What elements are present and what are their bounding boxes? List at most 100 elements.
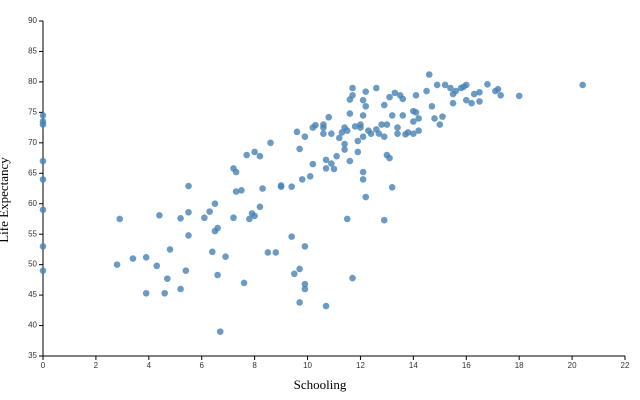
data-point bbox=[320, 124, 327, 131]
data-point bbox=[449, 99, 457, 107]
data-point bbox=[410, 130, 417, 137]
data-point bbox=[238, 187, 245, 194]
data-point bbox=[462, 96, 470, 104]
y-tick-label: 35 bbox=[28, 351, 37, 360]
y-tick-label: 50 bbox=[28, 260, 37, 269]
data-point bbox=[335, 134, 343, 142]
data-point bbox=[497, 92, 504, 99]
data-point bbox=[246, 215, 253, 223]
data-point bbox=[351, 123, 359, 130]
data-point bbox=[343, 215, 351, 223]
data-point bbox=[296, 145, 303, 153]
y-tick-label: 80 bbox=[28, 77, 37, 86]
data-point bbox=[349, 274, 356, 282]
data-point bbox=[433, 81, 441, 89]
data-point bbox=[468, 99, 475, 107]
data-point bbox=[211, 200, 219, 208]
data-point bbox=[296, 265, 303, 273]
x-tick-label: 8 bbox=[252, 361, 257, 370]
data-point bbox=[306, 173, 314, 180]
data-point bbox=[251, 212, 258, 220]
y-axis-label: Life Expectancy bbox=[0, 157, 11, 243]
data-point bbox=[343, 127, 351, 134]
data-point bbox=[333, 152, 340, 160]
data-point bbox=[185, 182, 192, 190]
data-point bbox=[386, 154, 393, 162]
data-point bbox=[39, 157, 47, 165]
data-point bbox=[399, 95, 407, 103]
data-point bbox=[251, 148, 258, 156]
data-point bbox=[367, 130, 375, 137]
data-point bbox=[428, 102, 436, 110]
data-point bbox=[39, 267, 47, 275]
x-tick-label: 0 bbox=[41, 361, 46, 370]
data-point bbox=[359, 133, 367, 141]
data-point bbox=[476, 98, 483, 105]
data-point bbox=[349, 92, 356, 99]
data-point bbox=[301, 280, 309, 288]
data-point bbox=[452, 87, 459, 95]
data-point bbox=[39, 243, 47, 250]
x-tick-label: 4 bbox=[147, 361, 152, 370]
data-point bbox=[354, 137, 362, 145]
data-point bbox=[214, 271, 221, 279]
data-point bbox=[380, 101, 388, 109]
y-tick-label: 75 bbox=[28, 107, 37, 116]
data-point bbox=[296, 299, 303, 306]
data-point bbox=[484, 81, 491, 88]
data-point bbox=[515, 92, 523, 100]
data-point bbox=[330, 165, 338, 173]
data-point bbox=[272, 249, 280, 256]
data-point bbox=[298, 176, 306, 183]
data-point bbox=[153, 262, 161, 270]
data-point bbox=[362, 193, 370, 201]
data-point bbox=[288, 183, 295, 190]
data-point bbox=[404, 129, 412, 136]
data-point bbox=[341, 140, 348, 148]
data-point bbox=[338, 129, 346, 136]
data-point bbox=[415, 127, 422, 134]
data-point bbox=[243, 151, 250, 159]
data-point bbox=[166, 246, 174, 253]
data-point bbox=[412, 92, 420, 99]
y-tick-label: 70 bbox=[28, 138, 37, 147]
data-point bbox=[447, 84, 454, 92]
data-point bbox=[293, 128, 301, 136]
data-point bbox=[164, 275, 171, 282]
data-point bbox=[354, 148, 362, 156]
x-tick-label: 22 bbox=[621, 361, 630, 370]
y-tick-label: 60 bbox=[28, 199, 37, 208]
data-point bbox=[291, 270, 298, 278]
data-point bbox=[216, 328, 224, 335]
data-point bbox=[320, 130, 327, 137]
data-point bbox=[116, 215, 124, 223]
data-point bbox=[579, 81, 586, 89]
x-axis-label: Schooling bbox=[294, 377, 347, 392]
y-tick-label: 40 bbox=[28, 321, 37, 330]
data-point bbox=[214, 224, 221, 232]
data-point bbox=[129, 255, 137, 262]
data-point bbox=[264, 249, 272, 256]
data-point bbox=[476, 88, 483, 96]
data-point bbox=[39, 121, 47, 128]
data-point bbox=[156, 212, 163, 219]
y-tick-label: 90 bbox=[28, 16, 37, 25]
data-point bbox=[391, 89, 399, 97]
data-point bbox=[378, 121, 385, 128]
data-point bbox=[230, 214, 237, 222]
x-tick-label: 14 bbox=[409, 361, 418, 370]
data-point bbox=[423, 87, 430, 95]
data-point bbox=[177, 215, 184, 222]
data-point bbox=[312, 121, 319, 129]
x-tick-label: 20 bbox=[568, 361, 577, 370]
data-point bbox=[240, 279, 248, 287]
data-point bbox=[388, 183, 396, 191]
data-point bbox=[380, 133, 388, 141]
data-point bbox=[346, 110, 354, 117]
data-point bbox=[328, 130, 335, 137]
data-point bbox=[439, 113, 446, 120]
data-point bbox=[359, 176, 367, 183]
data-point bbox=[259, 185, 266, 192]
data-point bbox=[359, 112, 367, 119]
data-point bbox=[394, 130, 401, 137]
